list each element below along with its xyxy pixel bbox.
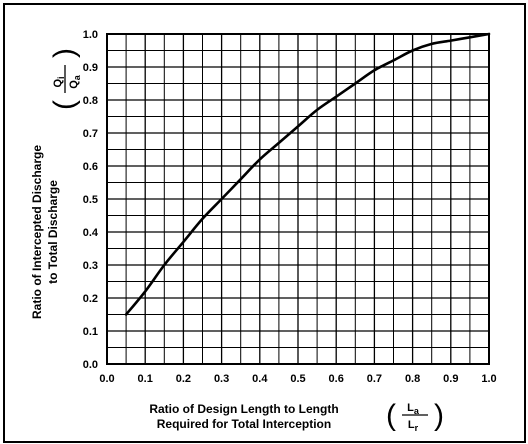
x-tick-label: 0.3	[214, 373, 229, 385]
svg-text:La: La	[407, 402, 420, 416]
y-tick-label: 0.2	[83, 293, 98, 305]
y-symbol-denominator-sub: a	[72, 74, 82, 80]
x-symbol-right-paren: )	[434, 399, 444, 432]
plot-border	[106, 33, 490, 365]
x-tick-label: 0.2	[176, 373, 191, 385]
x-tick-label: 0.4	[252, 373, 268, 385]
y-axis-title-line-2: to Total Discharge	[46, 180, 60, 284]
chart-frame	[3, 3, 526, 443]
y-symbol-right-paren: )	[48, 48, 81, 58]
x-symbol-numerator: L	[407, 402, 414, 414]
y-symbol-numerator-sub: i	[56, 76, 66, 79]
y-symbol-numerator: Q	[52, 79, 64, 88]
x-tick-label: 0.7	[367, 373, 382, 385]
y-symbol-denominator: Q	[68, 80, 80, 89]
svg-text:Lr: Lr	[408, 419, 419, 433]
x-tick-label: 0.5	[290, 373, 305, 385]
x-symbol-numerator-sub: a	[414, 406, 420, 416]
y-tick-label: 0.6	[83, 161, 98, 173]
y-tick-label: 0.8	[83, 95, 98, 107]
x-axis-title-line-2: Required for Total Interception	[157, 417, 331, 431]
svg-text:Qi: Qi	[52, 76, 66, 87]
y-tick-label: 0.1	[83, 326, 98, 338]
y-tick-label: 1.0	[83, 29, 98, 41]
x-tick-label: 0.0	[99, 373, 114, 385]
x-symbol-left-paren: (	[386, 399, 396, 432]
x-axis-title-line-1: Ratio of Design Length to Length	[149, 402, 338, 416]
x-symbol-denominator-sub: r	[415, 423, 419, 433]
y-symbol: ( ) Qi Qa	[48, 48, 82, 110]
series-line	[124, 32, 491, 316]
x-tick-label: 0.8	[405, 373, 420, 385]
y-tick-label: 0.5	[83, 194, 98, 206]
x-symbol-denominator: L	[408, 419, 415, 431]
y-tick-label: 0.0	[83, 359, 98, 371]
tick-labels: 0.0 0.1 0.2 0.3 0.4 0.5 0.6 0.7 0.8 0.9 1.0 0.0 0.1 0…	[83, 29, 497, 385]
x-tick-label: 0.1	[138, 373, 153, 385]
svg-text:Qa: Qa	[68, 74, 82, 89]
y-tick-label: 0.3	[83, 260, 98, 272]
y-axis-title-line-1: Ratio of Intercepted Discharge	[30, 145, 44, 319]
y-tick-label: 0.9	[83, 62, 98, 74]
grid	[107, 34, 489, 364]
y-tick-label: 0.7	[83, 128, 98, 140]
y-symbol-left-paren: (	[48, 100, 81, 110]
y-tick-label: 0.4	[83, 227, 99, 239]
x-tick-label: 0.6	[329, 373, 344, 385]
x-tick-label: 1.0	[481, 373, 496, 385]
x-symbol: ( ) La Lr	[386, 399, 444, 433]
x-tick-label: 0.9	[443, 373, 458, 385]
